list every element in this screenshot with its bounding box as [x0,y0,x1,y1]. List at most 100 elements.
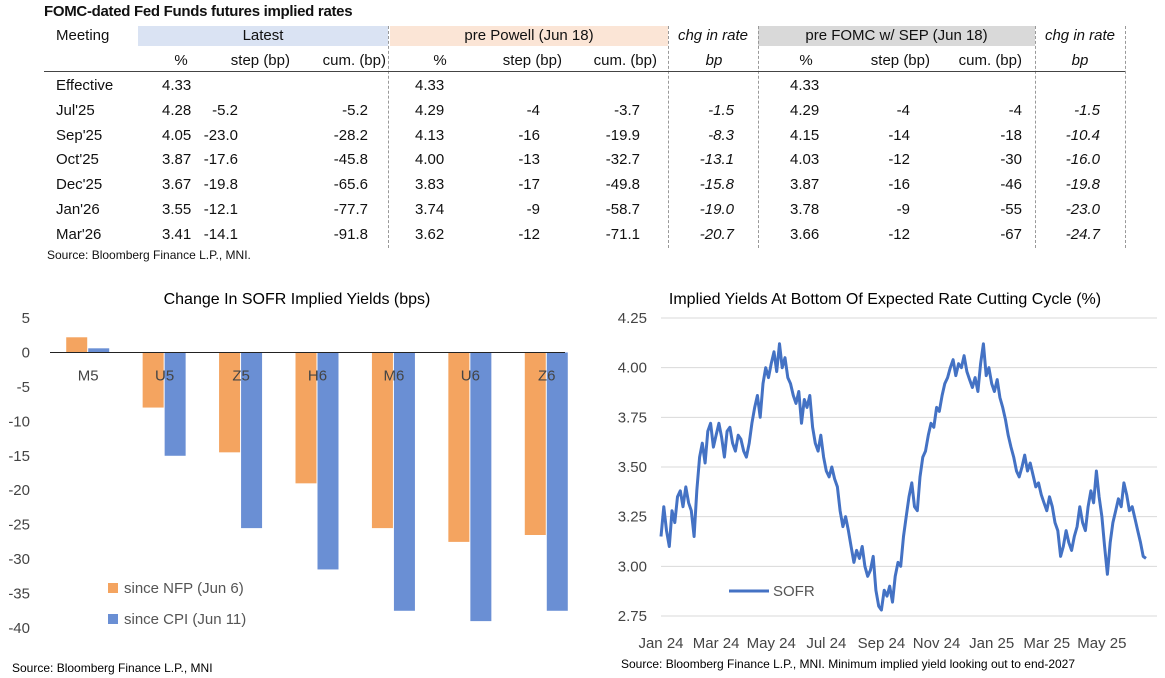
row-label: Effective [56,77,114,94]
sofr-line [659,342,1147,612]
table-cell: -30 [1000,151,1022,168]
y-tick-label: 3.75 [618,409,647,426]
table-cell: 4.33 [790,77,820,94]
table-cell: 3.87 [162,151,192,168]
table-cell: 3.55 [162,201,192,218]
row-label: Dec'25 [56,176,103,193]
group-header: chg in rate [677,27,749,44]
y-tick-label: -15 [8,448,30,465]
legend-label: SOFR [773,583,815,600]
bar-cpi [546,352,568,611]
table-cell: -14.1 [203,226,238,243]
table-cell: 4.00 [415,151,445,168]
y-tick-label: 3.50 [618,459,647,476]
table-cell: -45.8 [333,151,368,168]
legend-label: since NFP (Jun 6) [124,580,244,597]
row-label: Oct'25 [56,151,99,168]
bar-cpi [241,352,263,529]
row-label: Jul'25 [56,102,95,119]
column-subheader: cum. (bp) [958,52,1022,69]
y-tick-label: -30 [8,551,30,568]
y-tick-label: -10 [8,413,30,430]
x-tick-label: Sep 24 [858,635,906,652]
table-cell: -18 [1000,127,1022,144]
table-cell: -65.6 [333,176,368,193]
x-tick-label: Jan 25 [969,635,1014,652]
bar-chart-source: Source: Bloomberg Finance L.P., MNI [12,661,213,675]
x-tick-label: Nov 24 [913,635,961,652]
group-header: Latest [242,27,284,44]
table-cell: 4.29 [790,102,820,119]
table-title: FOMC-dated Fed Funds futures implied rat… [44,3,353,20]
table-cell: 4.33 [162,77,192,94]
table-cell: 4.05 [162,127,192,144]
table-cell: -16 [888,176,910,193]
y-tick-label: 4.25 [618,310,647,327]
group-header-band [758,26,1035,46]
column-divider [1125,26,1126,248]
column-divider [388,26,389,248]
table-cell: -46 [1000,176,1022,193]
table-cell: -17 [518,176,540,193]
line-chart-source: Source: Bloomberg Finance L.P., MNI. Min… [621,657,1075,671]
table-cell: -49.8 [605,176,640,193]
table-cell: -16 [518,127,540,144]
column-subheader: % [799,52,813,69]
bar-nfp [66,337,88,353]
table-cell: -58.7 [605,201,640,218]
group-header: pre Powell (Jun 18) [464,27,594,44]
x-tick-label: Jan 24 [638,635,683,652]
table-cell: 3.67 [162,176,192,193]
x-tick-label: May 25 [1077,635,1126,652]
chart-title: Implied Yields At Bottom Of Expected Rat… [669,291,1101,308]
column-subheader: step (bp) [870,52,930,69]
table-cell: -1.5 [1074,102,1100,119]
y-tick-label: 0 [22,344,30,361]
table-cell: -77.7 [333,201,368,218]
group-header-band [1035,26,1125,46]
column-divider [1035,26,1036,248]
y-tick-label: 3.00 [618,558,647,575]
row-label: Sep'25 [56,127,103,144]
table-cell: -12 [518,226,540,243]
y-tick-label: -25 [8,517,30,534]
x-tick-label: May 24 [747,635,796,652]
column-divider [758,26,759,248]
group-header-band [138,26,388,46]
x-tick-label: Jul 24 [806,635,846,652]
table-cell: 3.66 [790,226,820,243]
table-cell: -15.8 [699,176,734,193]
legend-swatch [108,614,118,624]
table-cell: -32.7 [605,151,640,168]
table-cell: -12 [888,151,910,168]
table-cell: -24.7 [1065,226,1100,243]
legend-label: since CPI (Jun 11) [124,611,246,628]
table-source: Source: Bloomberg Finance L.P., MNI. [47,248,251,262]
table-cell: -1.5 [708,102,734,119]
x-tick-label: M5 [78,367,99,384]
sofr-change-bar-chart: Change In SOFR Implied Yields (bps) 5 0 -5 -… [8,291,568,675]
y-tick-label: 4.00 [618,360,647,377]
group-header-band [390,26,668,46]
table-cell: 3.62 [415,226,445,243]
group-header-band [668,26,758,46]
table-cell: 4.33 [415,77,445,94]
column-subheader: bp [705,52,723,69]
table-cell: 4.28 [162,102,192,119]
column-subheader: cum. (bp) [593,52,657,69]
table-cell: 4.29 [415,102,445,119]
bar-cpi [164,352,186,456]
table-cell: 4.03 [790,151,820,168]
bar-nfp [142,352,164,408]
column-subheader: step (bp) [502,52,562,69]
x-tick-label: U6 [461,367,480,384]
y-tick-label: -5 [17,379,30,396]
column-divider [668,26,669,248]
table-cell: -12.1 [203,201,238,218]
y-tick-label: -35 [8,586,30,603]
column-subheader: bp [1071,52,1089,69]
table-cell: 3.83 [415,176,445,193]
table-cell: -19.8 [203,176,238,193]
meeting-header: Meeting [56,27,110,44]
table-cell: -19.8 [1065,176,1100,193]
